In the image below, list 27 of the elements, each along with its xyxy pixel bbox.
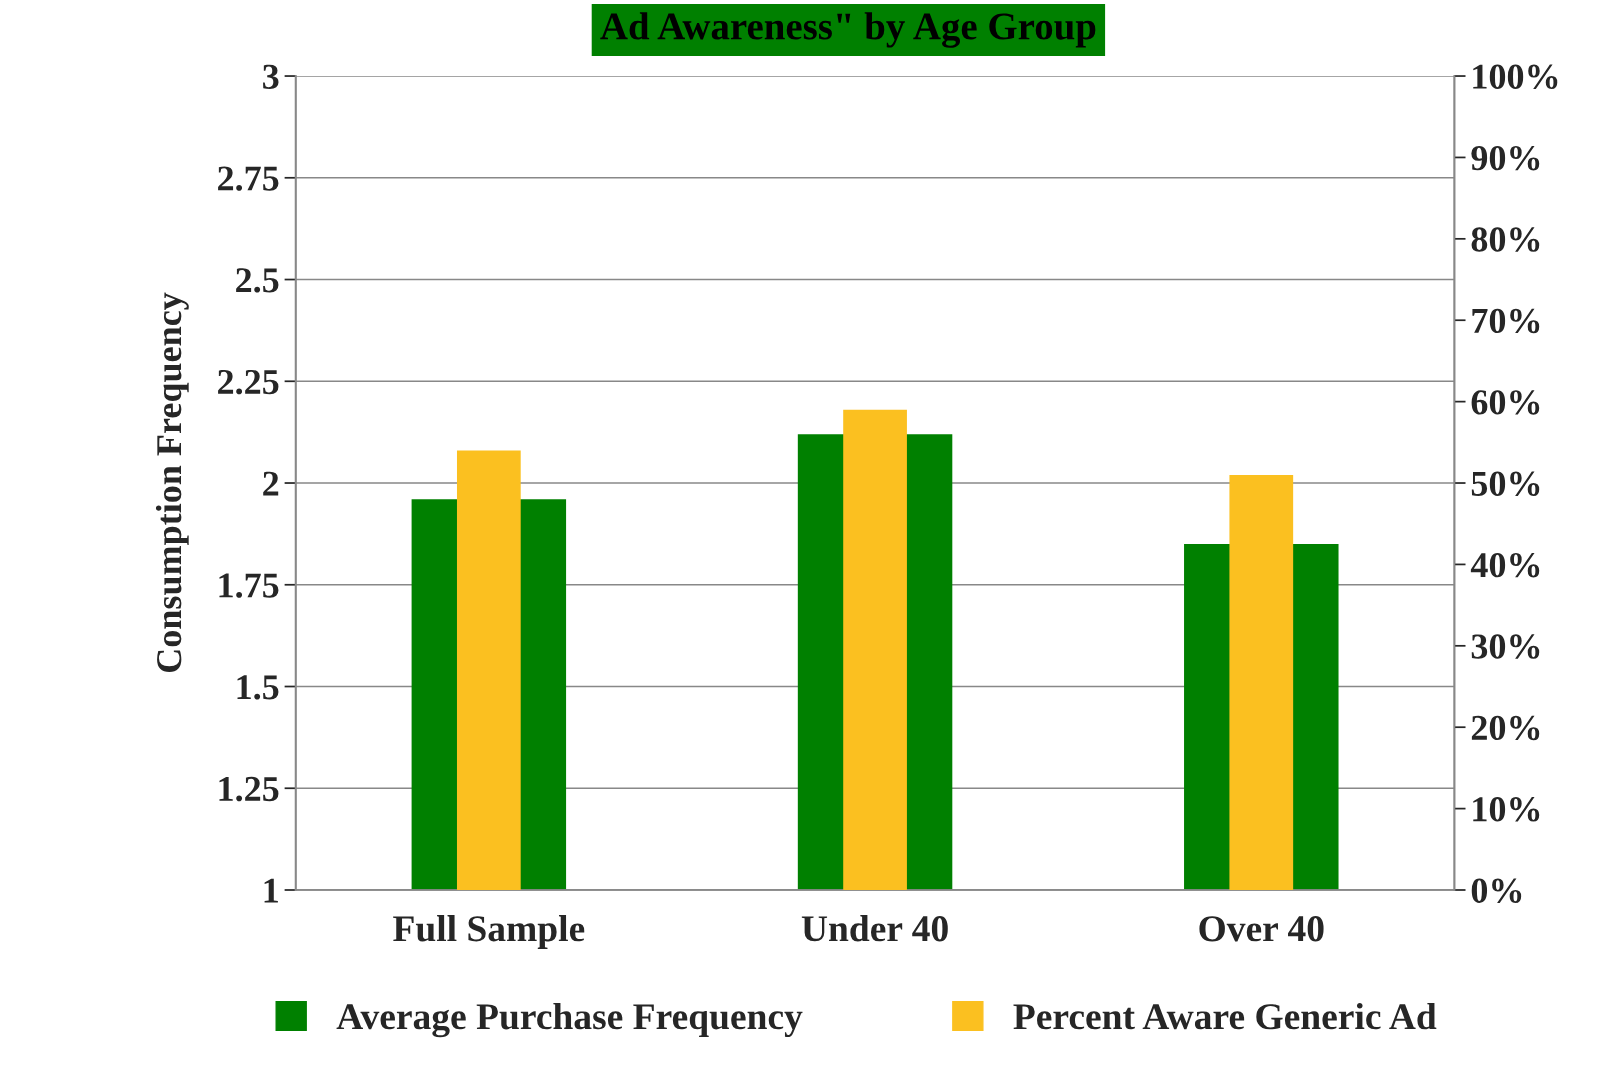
- y2-tick-label: 100%: [1473, 64, 1558, 90]
- y-tick-label: 1.25: [219, 776, 279, 802]
- y2-tick-label: 70%: [1472, 308, 1540, 334]
- y2-tick-label: 20%: [1471, 715, 1540, 741]
- chart-title: Ad Awareness" by Age Group: [600, 12, 1096, 48]
- x-tick-label: Over 40: [1199, 916, 1324, 942]
- y-tick-label: 1.5: [237, 675, 279, 700]
- y-tick-label: 3: [263, 64, 279, 89]
- y-tick-label: 2.75: [218, 166, 279, 191]
- y2-tick-label: 80%: [1471, 227, 1540, 252]
- x-tick-label: Under 40: [801, 915, 948, 942]
- y2-tick-label: 50%: [1471, 471, 1540, 497]
- x-tick-label: Full Sample: [393, 915, 585, 950]
- y-tick-label: 2.5: [236, 268, 279, 293]
- y-tick-label: 1.75: [219, 573, 279, 598]
- legend-label: Average Purchase Frequency: [336, 1002, 803, 1038]
- y2-tick-label: 90%: [1471, 145, 1540, 171]
- y-tick-label: 2: [263, 471, 279, 496]
- y-tick-label: 2.25: [218, 369, 279, 395]
- y2-tick-label: 30%: [1471, 634, 1540, 659]
- y2-tick-label: 10%: [1473, 797, 1540, 822]
- y-axis-title: Consumption Frequency: [155, 292, 189, 673]
- y2-tick-label: 60%: [1471, 390, 1540, 415]
- y2-tick-label: 0%: [1471, 878, 1522, 903]
- legend-label: Percent Aware Generic Ad: [1013, 1002, 1437, 1030]
- y2-tick-label: 40%: [1470, 552, 1540, 578]
- y-tick-label: 1: [264, 878, 278, 903]
